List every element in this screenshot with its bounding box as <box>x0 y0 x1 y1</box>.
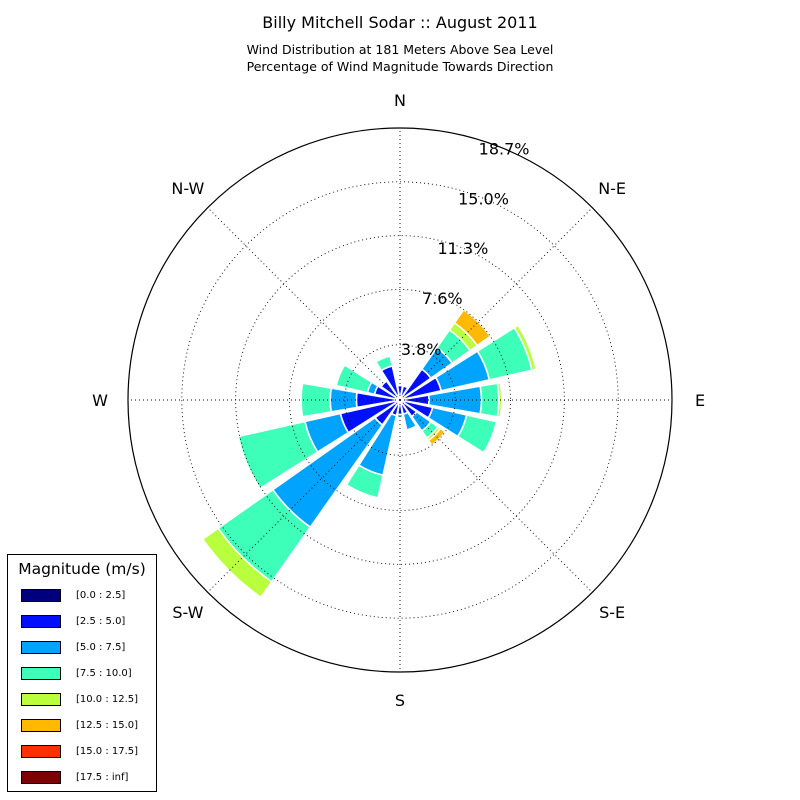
legend-swatch <box>21 666 61 680</box>
legend-swatch <box>21 718 61 732</box>
wind-bar-segment <box>374 355 394 372</box>
wind-bar-segment <box>201 527 273 599</box>
ring-label: 18.7% <box>479 140 530 159</box>
legend-swatch <box>21 744 61 758</box>
wind-bar-segment <box>396 383 404 387</box>
legend-label: [0.0 : 2.5] <box>76 589 126 601</box>
ring-label: 15.0% <box>458 189 509 208</box>
legend-label: [2.5 : 5.0] <box>76 615 126 627</box>
legend-item: [17.5 : inf] <box>21 770 128 784</box>
polar-labels: N N-E E S-E S S-W W N-W 3.8% 7.6% 11.3% 15.0% 18.7% <box>92 91 705 710</box>
polar-frame <box>127 127 673 673</box>
direction-label: N <box>394 91 406 110</box>
legend-swatch <box>21 588 61 602</box>
legend-swatch <box>21 640 61 654</box>
wind-bar-segment <box>513 324 538 372</box>
legend-label: [10.0 : 12.5] <box>76 693 139 705</box>
ring-label: 3.8% <box>401 340 442 359</box>
grid-spoke <box>207 207 401 401</box>
wind-bar-segment <box>396 413 404 419</box>
ring-label: 7.6% <box>422 289 463 308</box>
legend-label: [5.0 : 7.5] <box>76 641 126 653</box>
wind-bar-segment <box>496 381 503 419</box>
wind-bar-segment <box>456 414 498 454</box>
wind-bar-segment <box>402 411 418 431</box>
direction-label: N-E <box>598 179 626 198</box>
legend-swatch <box>21 770 61 784</box>
legend-swatch <box>21 614 61 628</box>
legend-label: [15.0 : 17.5] <box>76 745 139 757</box>
legend-item: [12.5 : 15.0] <box>21 718 138 732</box>
wind-bar-segment <box>335 363 373 394</box>
legend-item: [0.0 : 2.5] <box>21 588 125 602</box>
direction-label: E <box>695 391 705 410</box>
grid-ring <box>344 344 456 456</box>
grid-spoke <box>207 399 401 593</box>
wind-bar-segment <box>237 420 319 490</box>
chart-subtitle-line-2: Percentage of Wind Magnitude Towards Dir… <box>247 59 554 74</box>
grid-spoke <box>399 207 593 401</box>
direction-label: W <box>92 391 108 410</box>
direction-label: N-W <box>171 179 204 198</box>
legend-item: [5.0 : 7.5] <box>21 640 125 654</box>
wind-bar-segment <box>345 464 385 499</box>
wind-bars <box>201 308 538 599</box>
legend-label: [7.5 : 10.0] <box>76 667 132 679</box>
legend-item: [10.0 : 12.5] <box>21 692 138 706</box>
legend-label: [12.5 : 15.0] <box>76 719 139 731</box>
chart-subtitle-line-1: Wind Distribution at 181 Meters Above Se… <box>247 42 554 57</box>
ring-label: 11.3% <box>437 239 488 258</box>
legend-label: [17.5 : inf] <box>76 771 129 783</box>
legend: Magnitude (m/s) [0.0 : 2.5] [2.5 : 5.0] [5… <box>7 554 157 792</box>
legend-item: [7.5 : 10.0] <box>21 666 132 680</box>
legend-swatch <box>21 692 61 706</box>
legend-item: [15.0 : 17.5] <box>21 744 138 758</box>
chart-title: Billy Mitchell Sodar :: August 2011 <box>262 13 537 32</box>
wind-bar-segment <box>300 382 333 418</box>
grid-spoke <box>399 399 593 593</box>
polar-grid <box>127 127 673 673</box>
grid-ring <box>289 289 511 511</box>
grid-ring <box>181 181 619 619</box>
direction-label: S <box>395 691 405 710</box>
direction-label: S-E <box>599 603 625 622</box>
legend-item: [2.5 : 5.0] <box>21 614 125 628</box>
legend-title: Magnitude (m/s) <box>18 560 146 578</box>
direction-label: S-W <box>172 603 203 622</box>
